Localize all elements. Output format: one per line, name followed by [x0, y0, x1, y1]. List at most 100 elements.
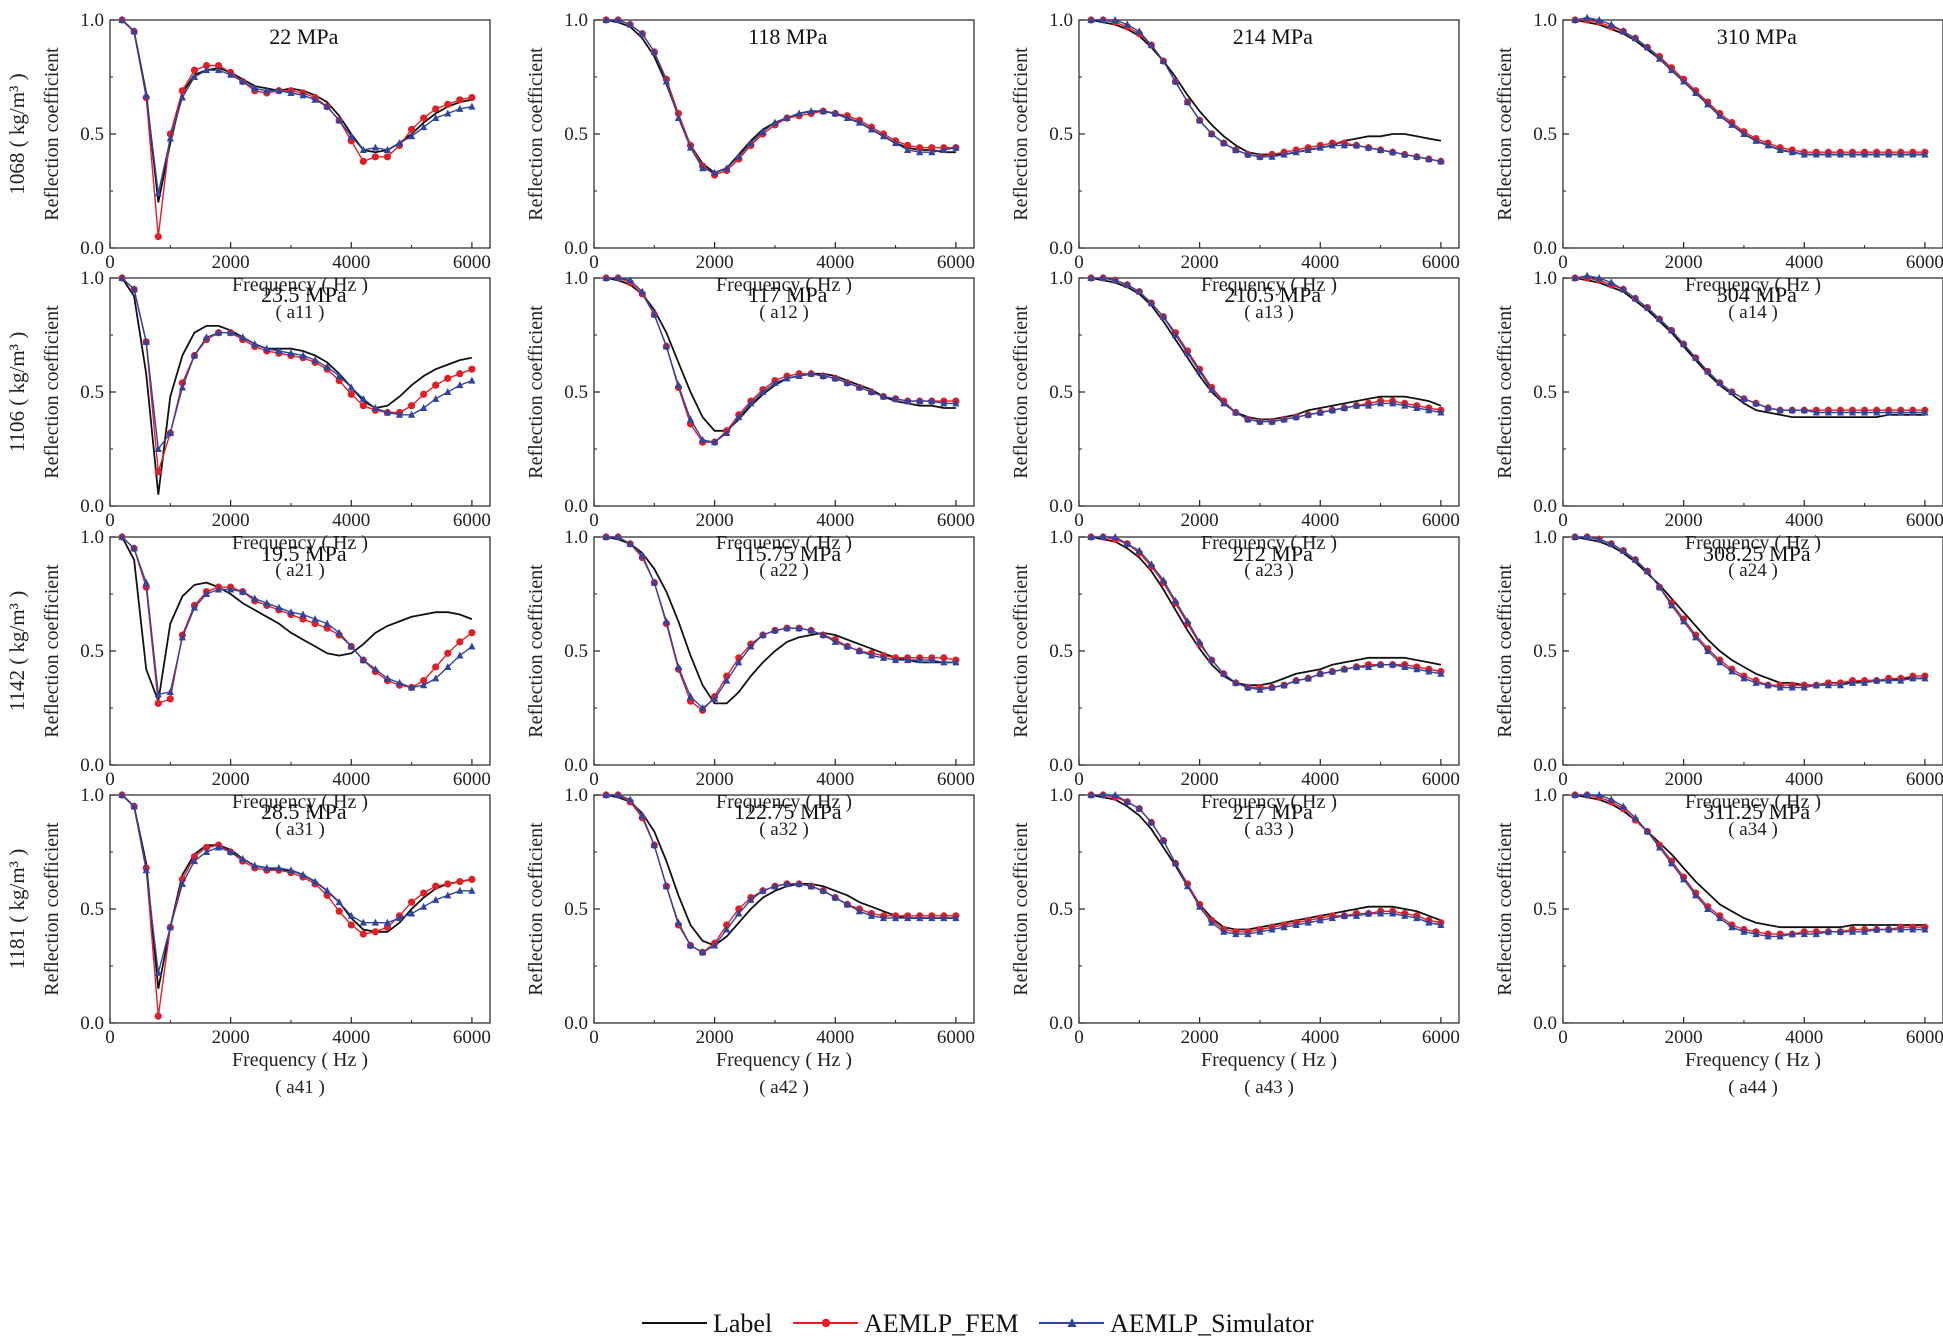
y-tick-label: 0.0 — [1533, 1013, 1557, 1034]
sim-point — [795, 372, 803, 380]
sim-point — [1208, 656, 1216, 664]
sim-point — [1680, 875, 1688, 883]
sim-point — [1607, 539, 1615, 547]
sim-point — [1740, 130, 1748, 137]
sim-point — [1425, 406, 1433, 414]
fem-point — [432, 381, 440, 389]
sim-point — [323, 102, 331, 110]
y-tick-label: 0.0 — [1533, 496, 1557, 517]
sim-point — [1111, 276, 1119, 284]
sim-point — [1885, 676, 1893, 684]
sim-point — [1304, 674, 1312, 682]
x-tick-label: 6000 — [937, 510, 975, 531]
sim-point — [1788, 930, 1796, 938]
y-tick-label: 1.0 — [1533, 10, 1557, 31]
sim-point — [1220, 139, 1228, 147]
panel-sub-label: ( a34 ) — [1728, 819, 1778, 840]
sim-point — [698, 164, 707, 172]
sim-point — [1583, 271, 1591, 279]
y-tick-label: 0.0 — [564, 238, 588, 259]
sim-point — [1909, 925, 1917, 933]
x-axis-label: Frequency ( Hz ) — [716, 274, 852, 296]
panel-sub-label: ( a11 ) — [276, 302, 325, 323]
sim-point — [1583, 533, 1591, 540]
sim-point — [371, 665, 379, 673]
axes-frame — [593, 19, 975, 249]
sim-point — [1571, 16, 1579, 23]
sim-point — [1595, 274, 1603, 281]
sim-point — [420, 123, 428, 131]
sim-point — [1376, 909, 1385, 917]
sim-point — [1183, 617, 1192, 625]
y-tick-label: 0.0 — [80, 755, 104, 776]
panel-a32: 0 2000 4000 6000 0.0 0.5 1.0 Frequency ( Hz ) Re… — [525, 527, 975, 840]
legend-text-label: Label — [713, 1309, 772, 1338]
sim-point — [1764, 141, 1772, 149]
sim-point — [383, 408, 392, 416]
fem-point — [444, 374, 452, 382]
x-tick-label: 4000 — [1301, 510, 1339, 531]
sim-point — [118, 274, 126, 281]
y-tick-label: 0.5 — [1049, 899, 1073, 920]
x-tick-label: 2000 — [212, 510, 250, 531]
x-tick-label: 2000 — [1181, 252, 1219, 273]
sim-point — [1800, 150, 1808, 158]
x-tick-label: 6000 — [453, 252, 491, 273]
x-axis-label: Frequency ( Hz ) — [1201, 1049, 1337, 1071]
sim-point — [371, 143, 379, 151]
sim-point — [759, 127, 767, 135]
sim-point — [1352, 662, 1361, 670]
sim-point — [383, 145, 392, 153]
y-axis-label: Reflection coefficient — [525, 305, 547, 479]
panel-sub-label: ( a32 ) — [759, 819, 809, 840]
fem-point — [190, 852, 199, 861]
sim-point — [287, 349, 295, 357]
sim-point — [1196, 902, 1204, 910]
sim-point — [1183, 882, 1192, 890]
fem-point — [383, 153, 392, 161]
sim-point — [432, 114, 440, 122]
panel-a44: 0 2000 4000 6000 0.0 0.5 1.0 Frequency ( Hz ) Re… — [1494, 785, 1943, 1098]
fem-point — [202, 843, 211, 852]
y-tick-label: 0.0 — [80, 496, 104, 517]
y-tick-label: 0.5 — [564, 641, 588, 662]
x-tick-label: 6000 — [1906, 769, 1943, 790]
sim-point — [190, 351, 199, 359]
sim-point — [1401, 911, 1409, 919]
sim-point — [335, 116, 343, 124]
sim-point — [299, 870, 307, 878]
sim-point — [1111, 16, 1119, 23]
sim-point — [1824, 927, 1832, 935]
sim-point — [347, 642, 355, 650]
panel-title: 19.5 MPa — [261, 541, 347, 566]
sim-point — [1099, 274, 1107, 281]
y-tick-label: 0.5 — [80, 641, 104, 662]
y-axis-label: Reflection coefficient — [1010, 822, 1032, 996]
sim-point — [867, 651, 876, 659]
panel-sub-label: ( a33 ) — [1244, 819, 1294, 840]
panel-a34: 0 2000 4000 6000 0.0 0.5 1.0 Frequency ( Hz ) Re… — [1494, 527, 1943, 840]
sim-point — [359, 918, 367, 926]
sim-point — [1135, 804, 1143, 812]
x-tick-label: 4000 — [332, 1027, 370, 1048]
fem-point — [359, 402, 367, 410]
sim-point — [1280, 681, 1288, 689]
sim-point — [142, 91, 150, 99]
x-tick-label: 6000 — [1906, 252, 1943, 273]
y-axis-label: Reflection coefficient — [1494, 47, 1516, 221]
fem-point — [407, 125, 416, 134]
sim-point — [407, 909, 416, 917]
sim-point — [468, 376, 476, 384]
sim-point — [638, 29, 646, 37]
sim-point — [686, 692, 695, 700]
sim-point — [819, 107, 827, 115]
sim-point — [711, 168, 719, 176]
sim-point — [214, 585, 223, 593]
sim-point — [407, 132, 416, 140]
x-tick-label: 2000 — [1665, 510, 1703, 531]
sim-point — [614, 274, 622, 281]
y-axis-label: Reflection coefficient — [1494, 822, 1516, 996]
sim-point — [395, 410, 404, 418]
panel-a31: 0 2000 4000 6000 0.0 0.5 1.0 Frequency ( Hz ) Re… — [41, 527, 491, 840]
sim-point — [444, 388, 452, 395]
